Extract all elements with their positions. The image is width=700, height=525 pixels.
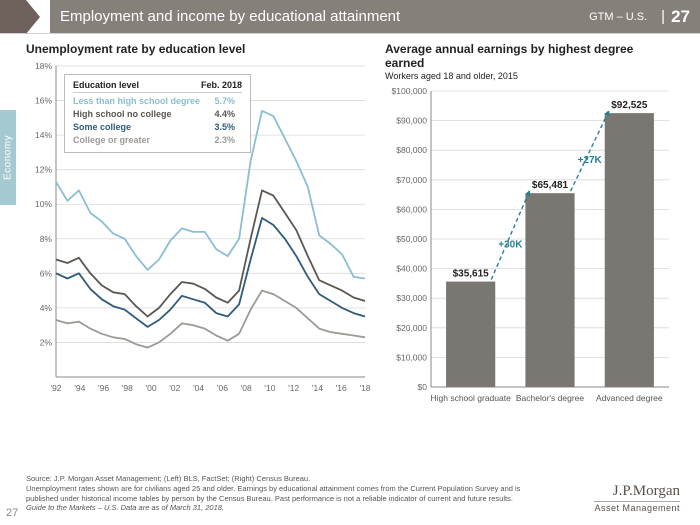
left-chart-title: Unemployment rate by education level bbox=[26, 42, 371, 56]
svg-text:'18: '18 bbox=[359, 383, 370, 393]
section-tab-economy: Economy bbox=[0, 110, 16, 205]
svg-text:$70,000: $70,000 bbox=[396, 175, 427, 185]
legend-box: Education level Feb. 2018 Less than high… bbox=[64, 74, 251, 153]
svg-text:'06: '06 bbox=[217, 383, 228, 393]
svg-text:'02: '02 bbox=[169, 383, 180, 393]
source-line2: Unemployment rates shown are for civilia… bbox=[26, 484, 526, 504]
legend-label: High school no college bbox=[73, 108, 201, 121]
right-panel: Average annual earnings by highest degre… bbox=[385, 42, 675, 420]
svg-text:+27K: +27K bbox=[578, 155, 603, 166]
svg-text:'08: '08 bbox=[241, 383, 252, 393]
svg-text:'98: '98 bbox=[122, 383, 133, 393]
legend-value: 2.3% bbox=[201, 134, 235, 147]
svg-text:'94: '94 bbox=[74, 383, 85, 393]
source-line3: Guide to the Markets – U.S. Data are as … bbox=[26, 503, 526, 513]
svg-text:'00: '00 bbox=[146, 383, 157, 393]
header-bar: Employment and income by educational att… bbox=[50, 0, 700, 33]
svg-text:Bachelor's degree: Bachelor's degree bbox=[516, 393, 585, 403]
svg-text:$10,000: $10,000 bbox=[396, 352, 427, 362]
logo-sub: Asset Management bbox=[594, 501, 680, 513]
legend-value: 5.7% bbox=[201, 95, 235, 108]
svg-text:'92: '92 bbox=[50, 383, 61, 393]
header-page-number: 27 bbox=[671, 7, 690, 27]
legend-label: Some college bbox=[73, 121, 201, 134]
right-chart-title: Average annual earnings by highest degre… bbox=[385, 42, 675, 70]
page-header: Employment and income by educational att… bbox=[0, 0, 700, 34]
legend-header: Education level Feb. 2018 bbox=[73, 80, 242, 93]
svg-text:'12: '12 bbox=[288, 383, 299, 393]
header-arrow-icon bbox=[26, 0, 40, 34]
svg-text:14%: 14% bbox=[35, 130, 52, 140]
svg-text:$65,481: $65,481 bbox=[532, 180, 569, 191]
header-gtm: GTM – U.S. bbox=[589, 11, 647, 23]
legend-value: 3.5% bbox=[201, 121, 235, 134]
legend-label: College or greater bbox=[73, 134, 201, 147]
footer: Source: J.P. Morgan Asset Management; (L… bbox=[26, 474, 688, 513]
svg-text:+30K: +30K bbox=[498, 239, 523, 250]
legend-row: Less than high school degree5.7% bbox=[73, 95, 242, 108]
legend-label: Less than high school degree bbox=[73, 95, 201, 108]
svg-text:16%: 16% bbox=[35, 96, 52, 106]
page-title: Employment and income by educational att… bbox=[60, 8, 589, 25]
svg-text:$40,000: $40,000 bbox=[396, 264, 427, 274]
svg-text:$30,000: $30,000 bbox=[396, 293, 427, 303]
svg-text:High school graduate: High school graduate bbox=[430, 393, 511, 403]
svg-text:'04: '04 bbox=[193, 383, 204, 393]
right-chart-subtitle: Workers aged 18 and older, 2015 bbox=[385, 71, 675, 81]
svg-text:8%: 8% bbox=[40, 234, 53, 244]
legend-value: 4.4% bbox=[201, 108, 235, 121]
svg-text:Advanced degree: Advanced degree bbox=[596, 393, 663, 403]
svg-text:6%: 6% bbox=[40, 268, 53, 278]
logo-main: J.P.Morgan bbox=[594, 483, 680, 500]
svg-text:10%: 10% bbox=[35, 199, 52, 209]
svg-text:$90,000: $90,000 bbox=[396, 116, 427, 126]
svg-text:18%: 18% bbox=[35, 61, 52, 71]
footer-page-number: 27 bbox=[6, 507, 18, 519]
svg-text:'14: '14 bbox=[312, 383, 323, 393]
svg-text:$20,000: $20,000 bbox=[396, 323, 427, 333]
header-accent-block bbox=[0, 0, 26, 33]
legend-row: College or greater2.3% bbox=[73, 134, 242, 147]
svg-text:$50,000: $50,000 bbox=[396, 234, 427, 244]
svg-text:4%: 4% bbox=[40, 303, 53, 313]
svg-text:12%: 12% bbox=[35, 165, 52, 175]
legend-header-value: Feb. 2018 bbox=[201, 80, 242, 90]
svg-text:$60,000: $60,000 bbox=[396, 204, 427, 214]
svg-text:$35,615: $35,615 bbox=[453, 269, 490, 280]
earnings-bar-chart: $0 $10,000 $20,000 $30,000 $40,000 $50,000 $60… bbox=[385, 85, 675, 420]
brand-logo: J.P.Morgan Asset Management bbox=[594, 483, 680, 513]
legend-row: High school no college4.4% bbox=[73, 108, 242, 121]
svg-text:$92,525: $92,525 bbox=[611, 100, 648, 111]
legend-header-label: Education level bbox=[73, 80, 201, 90]
source-line1: Source: J.P. Morgan Asset Management; (L… bbox=[26, 474, 526, 484]
svg-text:'10: '10 bbox=[264, 383, 275, 393]
content-area: Unemployment rate by education level 2% 4… bbox=[0, 34, 700, 420]
svg-text:$0: $0 bbox=[418, 382, 428, 392]
svg-text:$100,000: $100,000 bbox=[392, 86, 428, 96]
svg-text:2%: 2% bbox=[40, 337, 53, 347]
legend-row: Some college3.5% bbox=[73, 121, 242, 134]
svg-text:'96: '96 bbox=[98, 383, 109, 393]
svg-text:$80,000: $80,000 bbox=[396, 145, 427, 155]
header-pipe: | bbox=[661, 8, 665, 25]
unemployment-line-chart: 2% 4% 6% 8% 10% 12% 14% 16% 18% '92 '94 '96 '98 '00 '0… bbox=[26, 60, 371, 395]
left-panel: Unemployment rate by education level 2% 4… bbox=[26, 42, 371, 420]
svg-text:'16: '16 bbox=[336, 383, 347, 393]
